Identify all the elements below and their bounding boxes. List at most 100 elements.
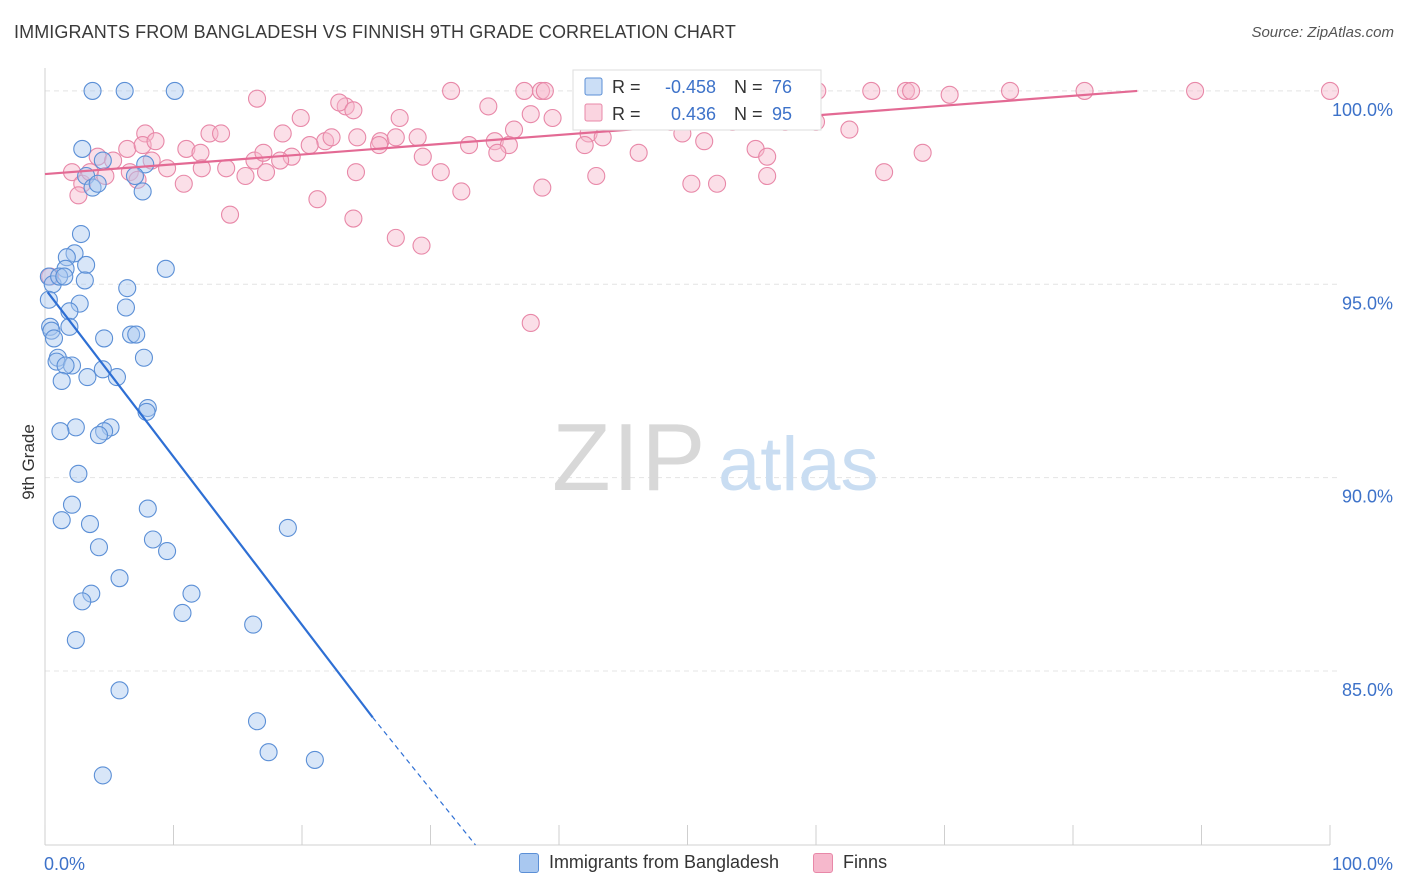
legend-r-value: -0.458 [665, 77, 716, 97]
bangladesh-point [44, 329, 64, 348]
finns-point [256, 163, 276, 182]
bangladesh-point [173, 603, 192, 623]
finns-point [69, 186, 88, 205]
series-legend: Immigrants from Bangladesh Finns [0, 852, 1406, 873]
finns-point [695, 132, 714, 151]
correlation-legend: R = -0.458 N = 76 R = 0.436 N = 95 [572, 69, 822, 131]
finns-point [158, 159, 177, 178]
finns-point [682, 174, 701, 193]
bangladesh-point [55, 267, 74, 286]
bangladesh-point [52, 511, 71, 530]
finns-point [192, 159, 211, 178]
bangladesh-point [115, 81, 134, 100]
bangladesh-point [80, 514, 100, 534]
finns-point [575, 136, 594, 155]
finns-point [146, 132, 165, 151]
bangladesh-point [247, 712, 267, 731]
finns-point [479, 97, 498, 116]
finns-point [840, 120, 859, 139]
bangladesh-point [75, 271, 94, 290]
bangladesh-point [69, 464, 88, 483]
finns-point [390, 108, 409, 128]
finns-point [533, 178, 552, 197]
finns-point [1320, 81, 1340, 100]
finns-point [236, 166, 255, 186]
legend-n-value: 76 [772, 77, 792, 97]
legend-swatch-pink [813, 852, 834, 873]
bangladesh-point [52, 371, 71, 391]
finns-point [386, 128, 405, 147]
trend-lines [44, 89, 1138, 846]
finns-point [521, 313, 540, 333]
finns-point [452, 182, 471, 201]
bangladesh-point [66, 630, 85, 650]
finns-point [515, 81, 534, 100]
finns-point [408, 128, 427, 147]
finns-point [902, 81, 921, 100]
bangladesh-point [110, 569, 129, 588]
legend-r-value: 0.436 [671, 104, 716, 124]
legend-swatch-blue [518, 852, 539, 873]
bangladesh-point [244, 615, 263, 634]
legend-n-value: 95 [772, 104, 792, 124]
bangladesh-point [259, 743, 278, 762]
bangladesh-point [182, 584, 201, 603]
legend-r-label: R = [612, 104, 641, 124]
finns-point [862, 81, 881, 100]
finns-point [177, 139, 196, 158]
bangladesh-point [133, 182, 152, 201]
bangladesh-point [73, 592, 92, 611]
bangladesh-trend-extension [372, 717, 476, 846]
finns-point [708, 174, 727, 193]
finns-point [247, 89, 267, 108]
bangladesh-point [57, 248, 76, 267]
finns-point [875, 163, 894, 182]
finns-point [1000, 81, 1020, 100]
finns-point [504, 120, 524, 139]
watermark-atlas: atlas [718, 422, 879, 507]
finns-point [521, 105, 540, 124]
bangladesh-point [77, 255, 96, 275]
watermark-zip: ZIP [552, 404, 707, 511]
bangladesh-point [305, 750, 324, 769]
finns-point [913, 143, 932, 162]
bangladesh-point [165, 81, 184, 100]
bangladesh-point [116, 298, 136, 317]
legend-n-label: N = [734, 77, 763, 97]
finns-point [322, 128, 341, 147]
bangladesh-point [78, 368, 97, 387]
finns-point [412, 236, 431, 255]
y-tick-label: 100.0% [1332, 100, 1393, 120]
finns-point [386, 228, 405, 247]
finns-point [940, 85, 959, 104]
chart-title: IMMIGRANTS FROM BANGLADESH VS FINNISH 9T… [14, 22, 736, 42]
bangladesh-point [143, 530, 162, 549]
finns-point [191, 143, 210, 162]
bangladesh-point [95, 329, 114, 348]
finns-point [459, 136, 479, 155]
finns-point [118, 139, 137, 158]
legend-n-label: N = [734, 104, 763, 124]
finns-point [273, 124, 292, 143]
finns-point [291, 108, 310, 128]
finns-point [370, 136, 389, 155]
finns-point [587, 166, 606, 186]
finns-point [1075, 81, 1094, 100]
finns-point [431, 163, 450, 182]
bangladesh-point [93, 360, 112, 379]
bangladesh-point [88, 174, 107, 193]
legend-swatch-pink [584, 103, 603, 122]
bangladesh-point [93, 766, 112, 785]
bangladesh-point [93, 151, 112, 170]
bangladesh-point [156, 259, 175, 278]
bangladesh-point [47, 352, 66, 371]
finns-point [442, 81, 461, 100]
bangladesh-point [107, 368, 127, 387]
legend-label: Immigrants from Bangladesh [548, 852, 780, 872]
finns-point [300, 136, 319, 155]
finns-point [96, 166, 115, 186]
bangladesh-point [89, 538, 109, 557]
x-tick-labels: 0.0% 100.0% [44, 854, 1393, 874]
finns-trend-line [44, 89, 1138, 176]
finns-point [217, 159, 236, 178]
